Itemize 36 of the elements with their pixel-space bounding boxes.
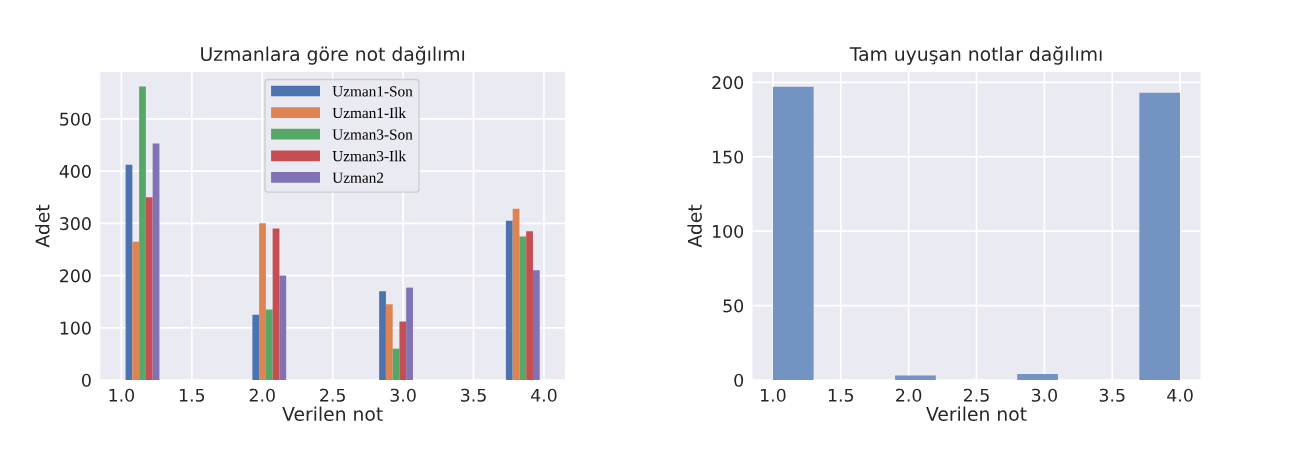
x-tick-label: 4.0 — [1167, 388, 1193, 402]
y-tick-label: 0 — [82, 373, 91, 387]
x-tick-label: 1.0 — [761, 388, 786, 402]
x-axis-title: Verilen not — [282, 406, 383, 422]
x-tick-label: 4.0 — [530, 388, 557, 402]
x-tick-label: 2.5 — [320, 388, 345, 402]
x-tick-label: 1.5 — [828, 388, 854, 402]
y-tick-label: 500 — [60, 112, 91, 126]
legend-label: Uzman1-Ilk — [332, 107, 407, 119]
y-tick-label: 100 — [60, 321, 91, 335]
x-tick-label: 2.0 — [249, 388, 275, 402]
y-tick-label: 200 — [60, 269, 91, 283]
legend-label: Uzman3-Ilk — [332, 150, 407, 162]
legend-label: Uzman1-Son — [332, 86, 413, 97]
x-axis-title: Verilen not — [926, 406, 1027, 422]
y-tick-label: 0 — [734, 373, 744, 387]
y-tick-label: 150 — [712, 150, 744, 164]
y-axis-title: Adet — [687, 204, 702, 248]
y-tick-label: 300 — [60, 217, 91, 231]
y-axis-title: Adet — [35, 204, 50, 248]
legend-label: Uzman3-Son — [332, 129, 413, 140]
y-tick-label: 50 — [723, 299, 744, 313]
x-tick-label: 2.5 — [963, 388, 989, 402]
x-tick-label: 3.0 — [1031, 388, 1058, 402]
x-tick-label: 1.5 — [179, 388, 205, 402]
chart-title: Uzmanlara göre not dağılımı — [201, 46, 465, 65]
x-tick-label: 3.5 — [1099, 388, 1125, 402]
x-tick-label: 1.0 — [109, 388, 135, 402]
legend-label: Uzman2 — [332, 172, 384, 183]
x-tick-label: 3.0 — [390, 388, 416, 402]
y-tick-label: 200 — [712, 76, 744, 90]
x-tick-label: 2.0 — [896, 388, 922, 402]
x-tick-label: 3.5 — [461, 388, 486, 402]
y-tick-label: 100 — [712, 224, 744, 239]
chart-title: Tam uyuşan notlar dağılımı — [849, 46, 1102, 65]
y-tick-label: 400 — [59, 164, 91, 178]
